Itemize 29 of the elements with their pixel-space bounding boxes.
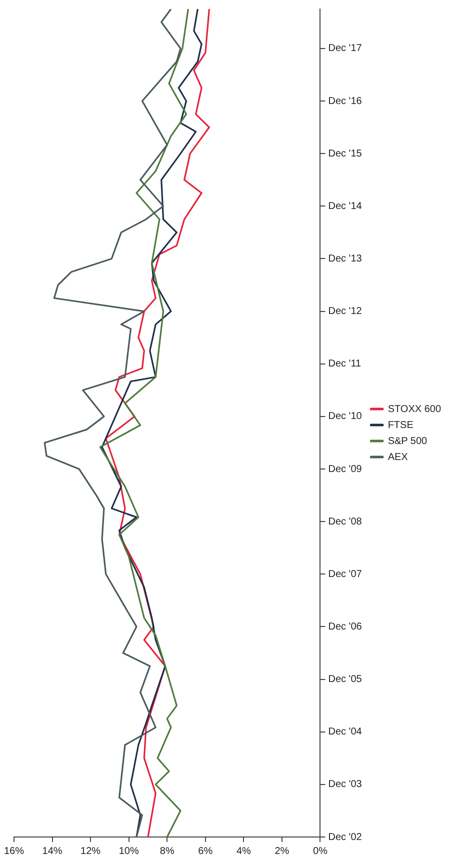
legend-label: S&P 500 — [388, 436, 428, 447]
x-tick-label: 2% — [274, 846, 290, 857]
x-tick-label: 8% — [160, 846, 174, 857]
y-tick-label: Dec '07 — [328, 568, 362, 580]
x-tick-label: 10% — [118, 846, 139, 857]
y-tick-label: Dec '13 — [328, 253, 362, 264]
legend-label: STOXX 600 — [388, 404, 442, 415]
y-tick-label: Dec '16 — [328, 96, 362, 107]
y-tick-label: Dec '11 — [328, 358, 362, 370]
y-tick-label: Dec '17 — [328, 43, 362, 54]
y-tick-label: Dec '15 — [328, 148, 362, 160]
y-tick-label: Dec '03 — [328, 779, 362, 790]
x-tick-label: 14% — [42, 846, 62, 857]
y-tick-label: Dec '04 — [328, 726, 362, 738]
y-tick-label: Dec '06 — [328, 621, 362, 632]
x-tick-label: 4% — [236, 846, 252, 857]
y-tick-label: Dec '12 — [328, 306, 362, 318]
x-tick-label: 12% — [80, 846, 101, 857]
x-tick-label: 6% — [198, 846, 213, 857]
y-tick-label: Dec '14 — [328, 200, 362, 212]
x-tick-label: 16% — [4, 846, 24, 857]
y-tick-label: Dec '10 — [328, 411, 362, 422]
y-tick-label: Dec '09 — [328, 464, 362, 475]
y-tick-label: Dec '05 — [328, 674, 362, 686]
x-tick-label: 0% — [313, 846, 328, 857]
legend-label: FTSE — [388, 420, 414, 431]
y-tick-label: Dec '02 — [328, 832, 362, 843]
y-tick-label: Dec '08 — [328, 516, 362, 528]
legend-label: AEX — [388, 452, 408, 463]
